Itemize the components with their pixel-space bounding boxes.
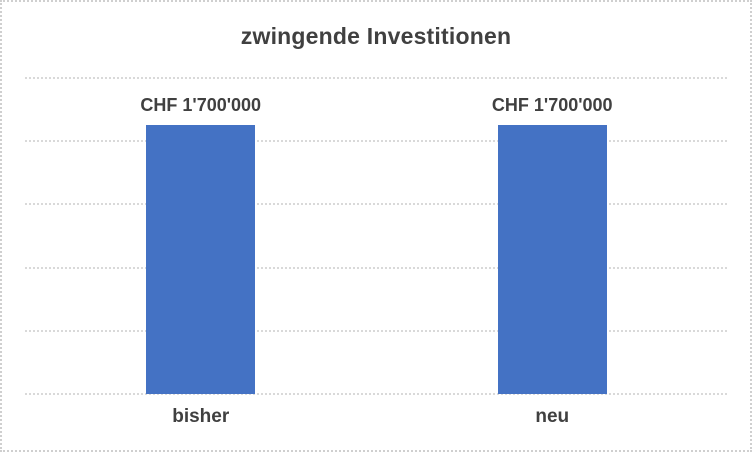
chart-title: zwingende Investitionen — [240, 23, 512, 49]
bar-slots: CHF 1'700'000 CHF 1'700'000 — [25, 78, 728, 394]
category-slot-bisher: CHF 1'700'000 — [25, 78, 377, 394]
category-label-neu: neu — [535, 406, 570, 427]
data-label-neu: CHF 1'700'000 — [491, 95, 613, 116]
gridline — [25, 203, 728, 206]
plot-area: CHF 1'700'000 CHF 1'700'000 bisher neu — [25, 77, 728, 427]
category-axis: bisher neu — [25, 406, 728, 432]
category-label-bisher: bisher — [172, 406, 230, 427]
bar-neu — [497, 125, 607, 394]
gridline — [25, 393, 728, 395]
gridline — [25, 77, 728, 79]
data-label-bisher: CHF 1'700'000 — [140, 95, 262, 116]
gridline — [25, 329, 728, 332]
gridline — [25, 140, 728, 143]
bar-bisher — [146, 125, 256, 394]
category-slot-neu: CHF 1'700'000 — [377, 78, 729, 394]
gridline — [25, 266, 728, 269]
